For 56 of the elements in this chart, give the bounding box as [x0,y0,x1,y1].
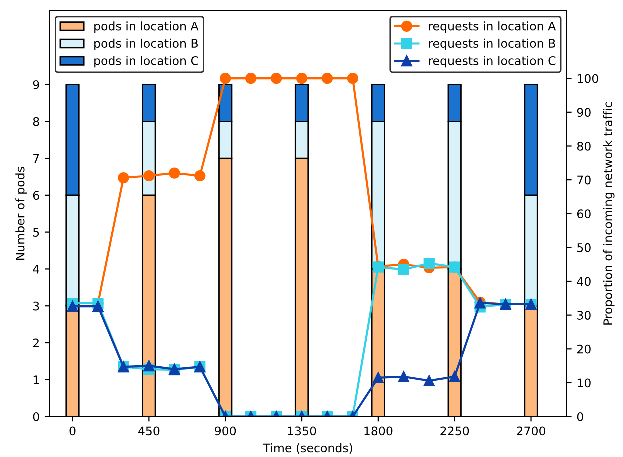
y-tick-label: 2 [33,338,39,348]
y-tick-label: 0 [33,412,40,422]
y2-tick-label: 20 [578,344,591,354]
y-tick-label: 9 [33,80,40,90]
y2-tick-label: 10 [578,378,591,388]
y2-tick-label: 50 [578,243,591,252]
point [347,73,359,84]
y2-tick-label: 60 [577,210,591,219]
y-tick-label: 6 [33,191,40,200]
point [322,73,334,84]
point [169,168,180,179]
point [398,371,410,382]
point [118,172,130,184]
x-axis-title: Time (seconds) [263,443,352,454]
x-tick-label: 450 [138,426,160,436]
y-tick-label: 1 [34,376,40,384]
point [67,300,78,312]
point [424,375,435,386]
legend-label: pods in location C [94,56,198,68]
y-tick-label: 3 [34,302,40,311]
y-tick-label: 8 [33,117,40,126]
point [144,360,155,372]
y2-tick-label: 90 [577,108,591,118]
x-tick-label: 1350 [288,426,316,436]
x-tick-label: 2250 [440,426,470,436]
point [92,300,104,312]
legend-label: pods in location B [94,38,198,50]
y2-tick-label: 0 [577,412,584,422]
y-tick-label: 7 [34,154,40,164]
legend-label: requests in location C [429,56,556,68]
y2-tick-label: 30 [578,311,591,320]
point [144,170,155,182]
point [270,73,282,84]
legend-label: requests in location A [429,22,556,34]
point [449,371,460,382]
y2-axis-title: Proportion of incoming network traffic [603,102,615,325]
point [398,264,410,276]
point [296,73,308,84]
y-axis-title: Number of pods [16,167,28,260]
y-tick-label: 5 [34,228,40,237]
y2-tick-label: 100 [578,74,598,84]
point [424,258,435,270]
point [194,170,206,182]
x-tick-label: 900 [215,426,236,436]
y2-tick-label: 40 [577,277,591,286]
point [220,73,232,84]
y2-tick-label: 80 [577,142,591,151]
legend-label: pods in location A [94,22,199,34]
y2-tick-label: 70 [578,176,591,185]
legend-label: requests in location B [429,38,556,50]
x-tick-label: 2700 [517,426,546,436]
point [246,73,257,84]
x-tick-label: 1800 [364,426,393,436]
x-tick-label: 0 [70,426,76,436]
point [372,372,384,384]
y-tick-label: 4 [33,265,40,274]
